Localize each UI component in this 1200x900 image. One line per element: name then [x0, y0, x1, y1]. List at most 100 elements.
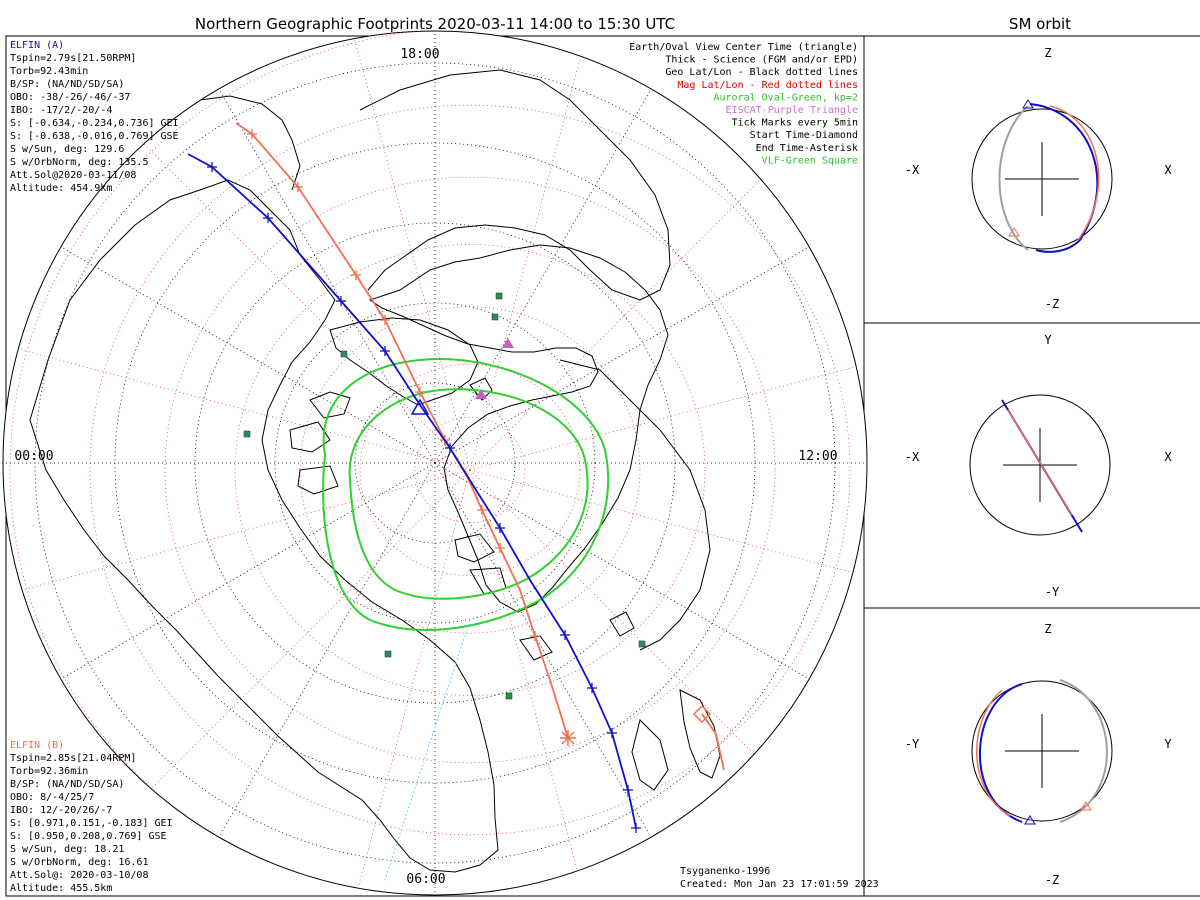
- sm-axis-bottom: -Z: [1045, 873, 1059, 887]
- elfin-a-info-line: IBO: -17/2/-20/-4: [10, 105, 112, 116]
- elfin-b-track-segment: [701, 713, 725, 771]
- elfin-a-info: ELFIN (A) Tspin=2.79s[21.50RPM] Torb=92.4…: [10, 40, 179, 194]
- sm-axis-left: -X: [905, 450, 920, 464]
- geo-meridian: [214, 462, 436, 845]
- geo-meridian: [434, 462, 656, 845]
- vlf-square: [491, 313, 499, 321]
- vlf-stations: [243, 292, 646, 700]
- vlf-square: [505, 692, 513, 700]
- mag-meridian: [469, 469, 810, 810]
- arctic-island: [297, 465, 339, 495]
- auroral-oval-outer: [322, 358, 610, 631]
- geo-meridian: [214, 81, 436, 464]
- elfin-a-info-line: S: [-0.634,-0.234,0.736] GEI: [10, 118, 179, 129]
- elfin-a-info-line: Tspin=2.79s[21.50RPM]: [10, 53, 136, 64]
- arctic-island: [454, 533, 495, 563]
- legend-item: Auroral Oval-Green, kp=2: [714, 92, 859, 103]
- arctic-island: [309, 391, 351, 419]
- elfin-b-info: ELFIN (B) Tspin=2.85s[21.04RPM] Torb=92.3…: [10, 740, 173, 894]
- orbit-gray-arc: [998, 105, 1029, 251]
- sm-axis-left: -Y: [905, 737, 920, 751]
- eiscat-triangle: [475, 389, 487, 399]
- sm-panel-xy: Y -Y -X X: [905, 333, 1173, 599]
- geo-meridian: [53, 242, 436, 464]
- legend-item: Thick - Science (FGM and/or EPD): [665, 55, 858, 66]
- sm-earth-circle: [969, 394, 1111, 536]
- orbit-triangle: [1024, 815, 1036, 825]
- asia-coast: [559, 359, 711, 651]
- legend-item: End Time-Asterisk: [756, 143, 858, 154]
- orbit-b-arc: [975, 689, 1011, 817]
- elfin-b-info-line: B/SP: (NA/ND/SD/SA): [10, 779, 124, 790]
- elfin-a-info-line: S w/OrbNorm, deg: 135.5: [10, 157, 148, 168]
- elfin-a-info-line: OBO: -38/-26/-46/-37: [10, 92, 130, 103]
- credit-author: Tsyganenko-1996: [680, 866, 770, 877]
- legend-item: Earth/Oval View Center Time (triangle): [629, 42, 858, 53]
- sm-axis-right: X: [1164, 450, 1172, 464]
- mag-lat-circle: [299, 306, 641, 634]
- legend-item: VLF-Green Square: [762, 155, 858, 166]
- credit-created: Created: Mon Jan 23 17:01:59 2023: [680, 879, 879, 890]
- clock-label-right: 12:00: [798, 449, 837, 464]
- orbit-triangle: [1008, 227, 1020, 237]
- geo-meridian: [53, 462, 436, 684]
- end-asterisk-b: [560, 730, 576, 746]
- vlf-square: [495, 292, 503, 300]
- elfin-b-info-line: S w/OrbNorm, deg: 16.61: [10, 857, 148, 868]
- start-diamond: [692, 704, 712, 724]
- geo-meridian: [434, 462, 817, 684]
- mag-lat-circle: [9, 31, 867, 895]
- mag-meridian: [345, 31, 471, 471]
- mag-meridian: [6, 469, 471, 595]
- vlf-square: [243, 430, 251, 438]
- elfin-b-info-line: Att.Sol@: 2020-03-10/08: [10, 870, 148, 881]
- legend-item: Mag Lat/Lon - Red dotted lines: [677, 80, 858, 91]
- elfin-b-info-line: Torb=92.36min: [10, 766, 88, 777]
- legend-item: EISCAT-Purple Triangle: [726, 105, 858, 116]
- track-a-line: [187, 153, 637, 829]
- orbit-triangle: [1080, 801, 1092, 811]
- polar-map: [2, 30, 868, 896]
- sm-axis-left: -X: [905, 163, 920, 177]
- sm-axis-bottom: -Z: [1045, 297, 1059, 311]
- west-coast: [199, 95, 301, 191]
- sm-axis-top: Z: [1044, 622, 1051, 636]
- vlf-square: [384, 650, 392, 658]
- geo-latlon-grid: [3, 31, 867, 895]
- arctic-island: [289, 421, 331, 453]
- elfin-b-name: ELFIN (B): [10, 740, 64, 751]
- elfin-a-info-line: Torb=92.43min: [10, 66, 88, 77]
- elfin-a-name: ELFIN (A): [10, 40, 64, 51]
- sm-axis-top: Z: [1044, 46, 1051, 60]
- elfin-b-info-line: S: [0.971,0.151,-0.183] GEI: [10, 818, 173, 829]
- clock-label-left: 00:00: [14, 449, 53, 464]
- geo-meridian: [434, 242, 817, 464]
- elfin-b-info-line: IBO: 12/-20/26/-7: [10, 805, 112, 816]
- mag-meridian: [6, 345, 471, 471]
- orbit-triangle: [1022, 99, 1034, 109]
- europe-africa-coast: [359, 69, 671, 301]
- clock-label-bottom: 06:00: [406, 872, 445, 887]
- elfin-a-info-line: S: [-0.638,-0.016,0.769] GSE: [10, 131, 179, 142]
- sm-axis-right: Y: [1164, 737, 1172, 751]
- mag-lat-circle: [164, 176, 776, 764]
- sm-orbit-title: SM orbit: [1009, 15, 1071, 33]
- elfin-a-info-line: Att.Sol@2020-03-11/08: [10, 170, 136, 181]
- kamchatka-coast: [631, 719, 669, 791]
- orbit-b-arc: [1049, 105, 1100, 241]
- clock-label-top: 18:00: [400, 47, 439, 62]
- elfin-b-info-line: S: [0.950,0.208,0.769] GSE: [10, 831, 167, 842]
- sm-panel-yz: Z -Z -Y Y: [905, 622, 1173, 887]
- legend-item: Start Time-Diamond: [750, 130, 858, 141]
- elfin-b-info-line: Tspin=2.85s[21.04RPM]: [10, 753, 136, 764]
- legend: Earth/Oval View Center Time (triangle) Th…: [629, 42, 858, 166]
- elfin-b-info-line: S w/Sun, deg: 18.21: [10, 844, 124, 855]
- sm-axis-right: X: [1164, 163, 1172, 177]
- elfin-a-track: [187, 153, 641, 833]
- elfin-a-info-line: Altitude: 454.9km: [10, 183, 112, 194]
- sm-earth-circle: [971, 680, 1113, 822]
- sm-axis-bottom: -Y: [1045, 585, 1060, 599]
- geo-meridian: [434, 81, 656, 464]
